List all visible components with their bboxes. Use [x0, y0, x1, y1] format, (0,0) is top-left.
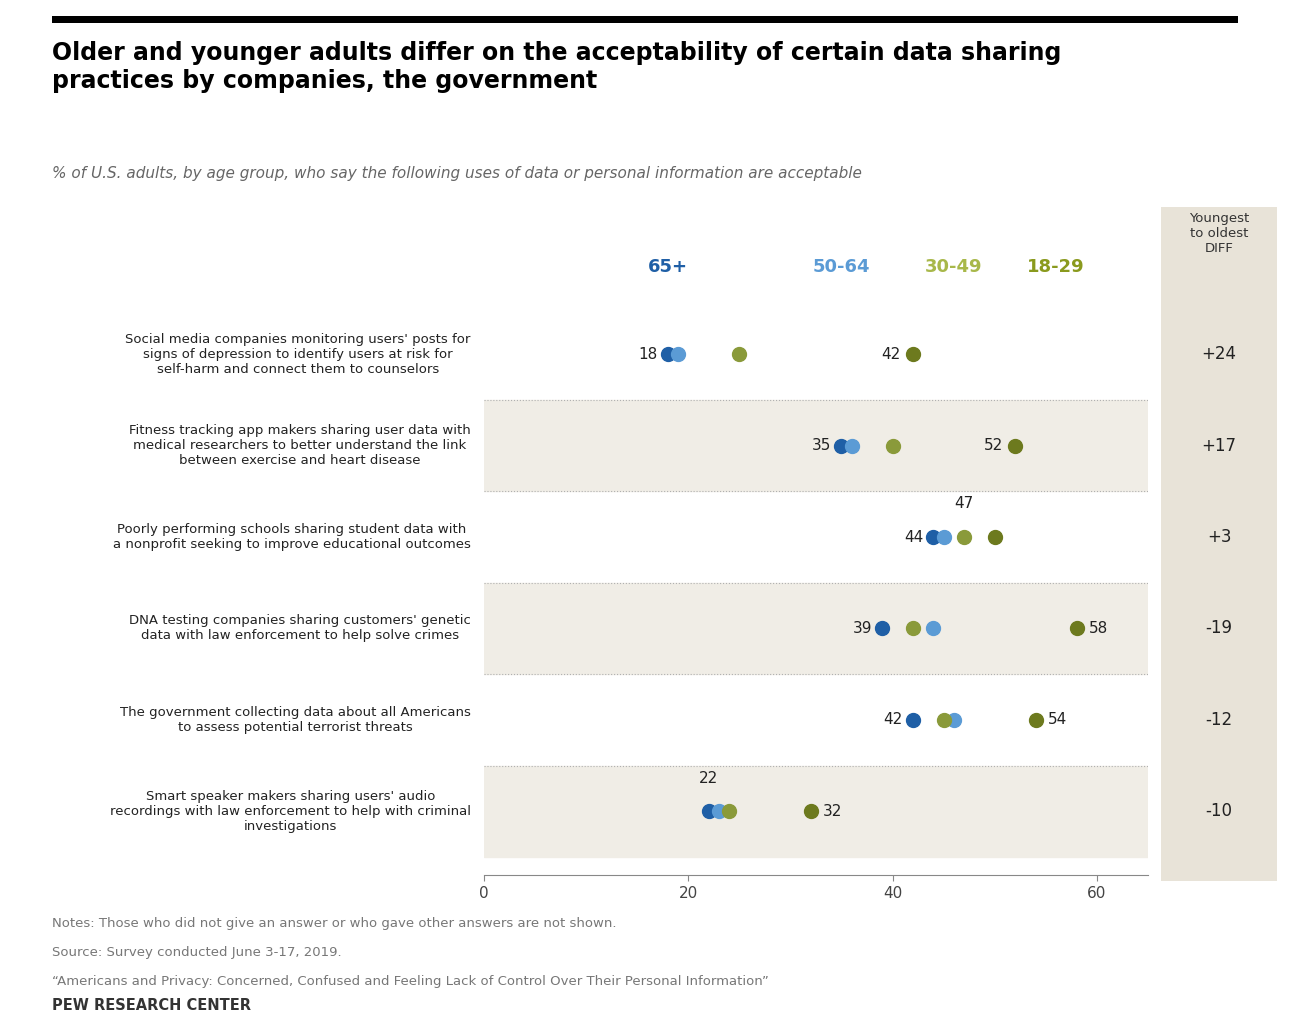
Text: Notes: Those who did not give an answer or who gave other answers are not shown.: Notes: Those who did not give an answer … [52, 917, 617, 930]
Bar [484, 766, 1148, 857]
Text: Fitness tracking app makers sharing user data with
medical researchers to better: Fitness tracking app makers sharing user… [129, 424, 471, 467]
Text: Smart speaker makers sharing users' audio
recordings with law enforcement to hel: Smart speaker makers sharing users' audi… [110, 789, 471, 833]
Text: -19: -19 [1206, 620, 1232, 637]
Text: 22: 22 [699, 771, 719, 785]
Point [1067, 621, 1087, 637]
Text: -12: -12 [1205, 711, 1233, 729]
Bar [484, 400, 1148, 491]
Text: 42: 42 [884, 713, 903, 727]
Point [841, 437, 862, 454]
Text: The government collecting data about all Americans
to assess potential terrorist: The government collecting data about all… [120, 706, 471, 733]
Text: +24: +24 [1201, 345, 1237, 363]
Point [934, 528, 955, 545]
Point [658, 346, 679, 363]
Text: 39: 39 [853, 621, 872, 636]
Text: 52: 52 [984, 438, 1002, 453]
Text: -10: -10 [1206, 803, 1232, 821]
Text: Youngest
to oldest
DIFF: Youngest to oldest DIFF [1189, 212, 1249, 256]
Point [1005, 437, 1026, 454]
Point [943, 712, 964, 728]
Point [1026, 712, 1046, 728]
Text: +3: +3 [1207, 528, 1231, 546]
Point [668, 346, 689, 363]
Point [882, 437, 903, 454]
Text: PEW RESEARCH CENTER: PEW RESEARCH CENTER [52, 999, 250, 1013]
Point [924, 621, 944, 637]
Point [903, 621, 924, 637]
Point [984, 528, 1005, 545]
Point [903, 712, 924, 728]
Text: 44: 44 [904, 529, 924, 545]
Text: 42: 42 [881, 347, 900, 362]
Point [934, 712, 955, 728]
Text: 18-29: 18-29 [1027, 258, 1085, 277]
Point [924, 528, 944, 545]
Text: 35: 35 [811, 438, 831, 453]
Point [903, 346, 924, 363]
Text: Social media companies monitoring users' posts for
signs of depression to identi: Social media companies monitoring users'… [125, 333, 471, 376]
Text: Older and younger adults differ on the acceptability of certain data sharing
pra: Older and younger adults differ on the a… [52, 41, 1060, 93]
Text: 32: 32 [823, 804, 842, 818]
Text: 30-49: 30-49 [925, 258, 983, 277]
Text: 58: 58 [1089, 621, 1108, 636]
Point [729, 346, 749, 363]
Text: DNA testing companies sharing customers' genetic
data with law enforcement to he: DNA testing companies sharing customers'… [129, 614, 471, 642]
Point [953, 528, 974, 545]
Text: % of U.S. adults, by age group, who say the following uses of data or personal i: % of U.S. adults, by age group, who say … [52, 166, 862, 180]
Point [698, 803, 719, 819]
Text: +17: +17 [1201, 436, 1237, 455]
Text: 54: 54 [1047, 713, 1067, 727]
Text: 65+: 65+ [648, 258, 688, 277]
Text: 18: 18 [639, 347, 658, 362]
Point [831, 437, 851, 454]
Text: 50-64: 50-64 [813, 258, 871, 277]
Text: Source: Survey conducted June 3-17, 2019.: Source: Survey conducted June 3-17, 2019… [52, 946, 342, 959]
Point [719, 803, 739, 819]
Point [872, 621, 893, 637]
Point [708, 803, 729, 819]
Text: “Americans and Privacy: Concerned, Confused and Feeling Lack of Control Over The: “Americans and Privacy: Concerned, Confu… [52, 975, 769, 988]
Text: Poorly performing schools sharing student data with
a nonprofit seeking to impro: Poorly performing schools sharing studen… [114, 523, 471, 551]
Text: 47: 47 [955, 496, 974, 512]
Point [801, 803, 822, 819]
Bar [484, 582, 1148, 674]
